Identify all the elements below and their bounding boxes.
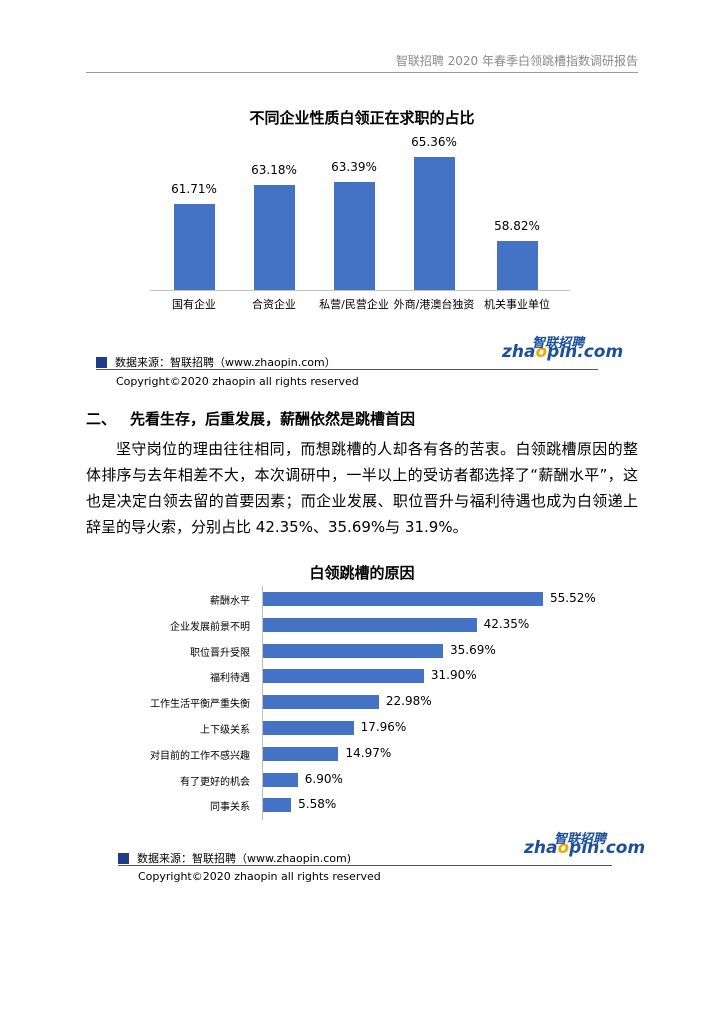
- chart2-title: 白领跳槽的原因: [309, 564, 415, 582]
- chart2-bar: [263, 669, 424, 684]
- chart1-source: 数据来源：智联招聘（www.zhaopin.com）: [96, 354, 336, 370]
- chart2-value-label: 6.90%: [304, 771, 343, 786]
- chart1-source-text: 数据来源：智联招聘（www.zhaopin.com）: [115, 356, 336, 369]
- chart1-category-label: 私营/民营企业: [319, 298, 389, 311]
- chart1-category-label: 外商/港澳台独资: [393, 298, 475, 311]
- logo-cn: 智联招聘: [554, 832, 607, 847]
- report-header: 智联招聘 2020 年春季白领跳槽指数调研报告: [395, 54, 638, 68]
- chart2-category-label: 工作生活平衡严重失衡: [150, 699, 250, 711]
- chart1-copyright: Copyright©2020 zhaopin all rights reserv…: [116, 375, 359, 388]
- chart1-source-divider: [96, 369, 598, 370]
- chart2-bar: [263, 617, 477, 632]
- chart2-value-label: 35.69%: [449, 642, 496, 657]
- logo-cn: 智联招聘: [532, 336, 585, 351]
- section-heading: 二、 先看生存，后重发展，薪酬依然是跳槽首因: [86, 408, 415, 429]
- chart2-category-label: 福利待遇: [210, 673, 250, 685]
- chart2-value-label: 42.35%: [483, 616, 530, 631]
- logo-en-o: o: [535, 342, 548, 362]
- chart1-category-label: 机关事业单位: [484, 298, 550, 311]
- chart2-category-label: 薪酬水平: [210, 596, 250, 607]
- chart2-value-label: 55.52%: [550, 591, 596, 605]
- chart2-source-divider: [118, 865, 612, 866]
- zhaopin-logo: 智联招聘 zhaopin.com: [502, 336, 624, 362]
- zhaopin-logo-2: 智联招聘 zhaopin.com: [524, 832, 646, 858]
- section-number: 二、: [86, 410, 117, 428]
- chart1-category-label: 国有企业: [172, 298, 216, 311]
- chart2-bar: [263, 772, 298, 787]
- chart2-category-label: 对目前的工作不感兴趣: [150, 750, 250, 762]
- source-square-icon: [118, 852, 129, 864]
- chart2-value-label: 17.96%: [360, 720, 407, 734]
- chart2-source-text: 数据来源：智联招聘（www.zhaopin.com): [137, 852, 351, 865]
- logo-en-post: pin.com: [547, 342, 624, 362]
- chart1-bar: [253, 184, 295, 290]
- chart2-value-label: 5.58%: [298, 797, 337, 812]
- chart2-source: 数据来源：智联招聘（www.zhaopin.com): [118, 850, 351, 866]
- logo-en-pre: zha: [524, 838, 558, 858]
- source-square-icon: [96, 356, 107, 368]
- chart2-bar: [263, 643, 443, 658]
- chart2-category-label: 有了更好的机会: [180, 776, 250, 788]
- chart1-bar: [173, 203, 215, 290]
- chart1-bar: [496, 240, 538, 290]
- chart1-title: 不同企业性质白领正在求职的占比: [249, 109, 475, 127]
- chart2-bar: [263, 746, 339, 761]
- chart2-y-axis: [262, 586, 263, 820]
- chart1-value-label: 63.18%: [251, 162, 297, 177]
- chart2-value-label: 14.97%: [345, 745, 392, 760]
- chart1-value-label: 63.39%: [331, 160, 377, 175]
- logo-en-pre: zha: [502, 342, 536, 362]
- chart2-category-label: 企业发展前景不明: [170, 621, 250, 633]
- header-divider: [86, 72, 638, 73]
- body-paragraph: 坚守岗位的理由往往相同，而想跳槽的人却各有各的苦衷。白领跳槽原因的整体排序与去年…: [86, 440, 638, 536]
- chart1-value-label: 65.36%: [411, 135, 457, 149]
- section-title: 先看生存，后重发展，薪酬依然是跳槽首因: [130, 410, 416, 428]
- chart2-copyright: Copyright©2020 zhaopin all rights reserv…: [138, 870, 381, 883]
- chart2-category-label: 上下级关系: [200, 725, 250, 736]
- logo-en-o: o: [557, 838, 570, 858]
- chart1-category-label: 合资企业: [252, 298, 296, 311]
- chart2-category-label: 职位晋升受限: [190, 647, 250, 659]
- logo-en-post: pin.com: [569, 838, 646, 858]
- chart2-bar: [263, 592, 543, 606]
- chart1-bar: [333, 182, 375, 290]
- chart1-x-axis: [150, 290, 570, 291]
- chart2-bar: [263, 798, 292, 813]
- chart2-bar: [263, 695, 379, 710]
- chart2-value-label: 31.90%: [430, 668, 477, 683]
- chart1-value-label: 61.71%: [171, 181, 217, 196]
- chart2-bar: [263, 721, 354, 735]
- chart2-category-label: 同事关系: [210, 802, 250, 814]
- chart2-value-label: 22.98%: [385, 694, 432, 709]
- chart1-value-label: 58.82%: [494, 218, 540, 233]
- chart1-bar: [413, 157, 455, 290]
